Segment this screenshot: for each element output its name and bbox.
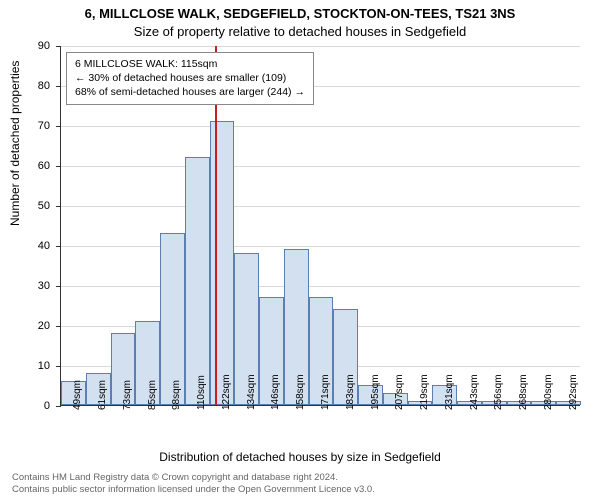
chart-container: 6, MILLCLOSE WALK, SEDGEFIELD, STOCKTON-…	[0, 0, 600, 500]
attribution-footer: Contains HM Land Registry data © Crown c…	[12, 472, 375, 496]
ytick-label: 80	[0, 80, 50, 92]
ytick-label: 50	[0, 200, 50, 212]
histogram-bar	[185, 157, 210, 405]
xtick-label: 219sqm	[419, 374, 430, 410]
xtick-label: 292sqm	[568, 374, 579, 410]
ytick-label: 0	[0, 400, 50, 412]
ytick-mark	[56, 126, 61, 127]
annotation-box: 6 MILLCLOSE WALK: 115sqm ← 30% of detach…	[66, 52, 314, 105]
ytick-label: 10	[0, 360, 50, 372]
x-axis-label: Distribution of detached houses by size …	[0, 450, 600, 464]
annotation-property: 6 MILLCLOSE WALK: 115sqm	[75, 57, 305, 71]
footer-line1: Contains HM Land Registry data © Crown c…	[12, 472, 375, 484]
xtick-label: 73sqm	[122, 380, 133, 410]
footer-line2: Contains public sector information licen…	[12, 484, 375, 496]
ytick-mark	[56, 286, 61, 287]
ytick-label: 40	[0, 240, 50, 252]
ytick-mark	[56, 46, 61, 47]
xtick-label: 207sqm	[394, 374, 405, 410]
xtick-label: 61sqm	[97, 380, 108, 410]
annotation-smaller: ← 30% of detached houses are smaller (10…	[75, 71, 305, 85]
xtick-label: 280sqm	[543, 374, 554, 410]
gridline	[61, 246, 580, 247]
ytick-label: 70	[0, 120, 50, 132]
ytick-mark	[56, 166, 61, 167]
ytick-label: 20	[0, 320, 50, 332]
ytick-mark	[56, 326, 61, 327]
gridline	[61, 46, 580, 47]
xtick-label: 85sqm	[147, 380, 158, 410]
xtick-label: 231sqm	[444, 374, 455, 410]
ytick-mark	[56, 366, 61, 367]
ytick-mark	[56, 86, 61, 87]
xtick-label: 256sqm	[493, 374, 504, 410]
xtick-label: 110sqm	[196, 375, 207, 410]
xtick-label: 122sqm	[221, 374, 232, 410]
xtick-label: 98sqm	[171, 380, 182, 410]
ytick-label: 30	[0, 280, 50, 292]
xtick-label: 183sqm	[345, 374, 356, 410]
gridline	[61, 166, 580, 167]
xtick-label: 171sqm	[320, 374, 331, 410]
annotation-larger: 68% of semi-detached houses are larger (…	[75, 85, 305, 99]
xtick-label: 268sqm	[518, 374, 529, 410]
gridline	[61, 286, 580, 287]
xtick-label: 243sqm	[469, 374, 480, 410]
gridline	[61, 206, 580, 207]
ytick-label: 90	[0, 40, 50, 52]
ytick-label: 60	[0, 160, 50, 172]
xtick-label: 146sqm	[270, 374, 281, 410]
xtick-label: 195sqm	[370, 374, 381, 410]
histogram-bar	[210, 121, 235, 405]
ytick-mark	[56, 206, 61, 207]
xtick-label: 134sqm	[246, 374, 257, 410]
gridline	[61, 126, 580, 127]
xtick-label: 49sqm	[72, 380, 83, 410]
ytick-mark	[56, 246, 61, 247]
chart-subtitle: Size of property relative to detached ho…	[0, 24, 600, 39]
chart-title-address: 6, MILLCLOSE WALK, SEDGEFIELD, STOCKTON-…	[0, 6, 600, 21]
ytick-mark	[56, 406, 61, 407]
xtick-label: 158sqm	[295, 374, 306, 410]
